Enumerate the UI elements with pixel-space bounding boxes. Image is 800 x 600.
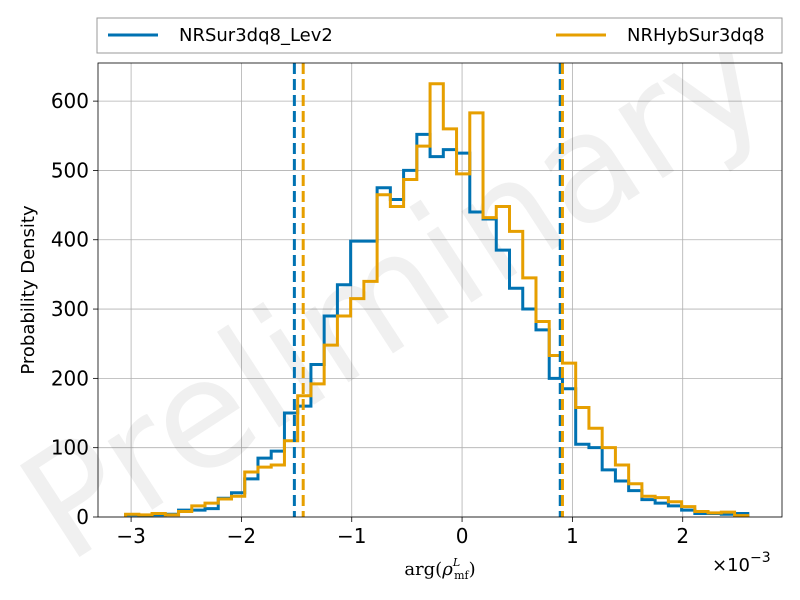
axes: −3 −2 −1 0 1 2 0 100 200 300 400 500 600 [51,89,689,548]
y-tick-label: 100 [51,436,89,460]
x-tick-label: −2 [227,524,256,548]
x-tick-label: 1 [566,524,579,548]
histogram-step-nrhybsur [124,82,750,518]
x-tick-label: 0 [456,524,469,548]
x-tick-label: 2 [676,524,689,548]
y-tick-label: 600 [51,89,89,113]
legend-frame [96,17,783,54]
y-tick-label: 500 [51,158,89,182]
x-tick-label: −1 [337,524,366,548]
plot-layer [124,63,750,518]
plot-frame [97,62,783,518]
x-axis-label: arg(ρL mf) [404,556,475,582]
y-tick-label: 300 [51,297,89,321]
y-tick-label: 0 [76,505,89,529]
x-tick-label: −3 [116,524,145,548]
y-axis-label: Probability Density [18,205,39,375]
legend-label-nrhybsur: NRHybSur3dq8 [627,25,765,46]
legend-label-nrsur: NRSur3dq8_Lev2 [179,25,333,46]
y-tick-label: 200 [51,366,89,390]
y-tick-label: 400 [51,228,89,252]
x-scale-multiplier: ×10−3 [712,550,771,576]
grid [98,63,782,518]
legend: NRSur3dq8_Lev2 NRHybSur3dq8 [96,17,783,54]
